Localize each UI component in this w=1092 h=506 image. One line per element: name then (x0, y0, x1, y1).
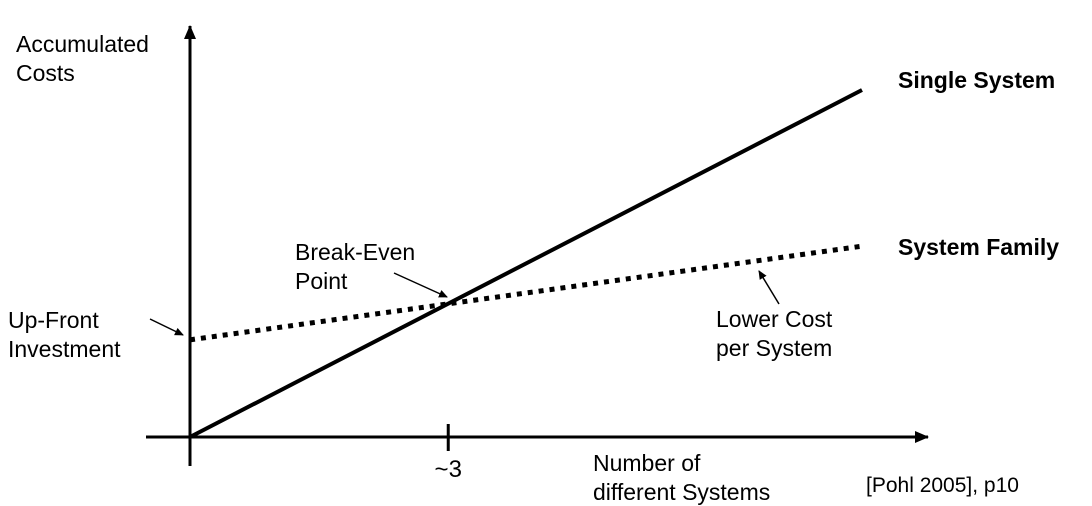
series-label-system-family: System Family (898, 234, 1060, 260)
lower-cost-arrow-icon (758, 270, 780, 305)
annotation-break-even-point: Break-Even Point (295, 239, 416, 294)
annotation-lower-cost-per-system: Lower Cost per System (716, 306, 833, 361)
single-system-line (189, 88, 863, 439)
series-label-single-system: Single System (898, 67, 1056, 93)
citation: [Pohl 2005], p10 (866, 474, 1019, 497)
y-axis-label: Accumulated Costs (16, 31, 149, 86)
system-family-line (189, 243, 863, 343)
annotation-up-front-investment: Up-Front Investment (8, 307, 121, 362)
break-even-arrow-icon (393, 272, 448, 298)
break-even-tick-label: ~3 (434, 456, 462, 483)
x-axis-label: Number of different Systems (593, 450, 771, 505)
up-front-arrow-icon (149, 318, 184, 336)
